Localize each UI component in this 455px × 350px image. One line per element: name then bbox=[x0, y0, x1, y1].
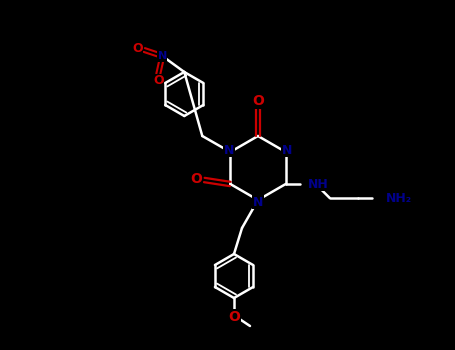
Text: NH₂: NH₂ bbox=[386, 191, 412, 204]
Text: N: N bbox=[282, 144, 292, 156]
Text: O: O bbox=[153, 75, 164, 88]
Text: O: O bbox=[190, 172, 202, 186]
Text: O: O bbox=[252, 94, 264, 108]
Text: NH: NH bbox=[308, 177, 329, 190]
Text: O: O bbox=[132, 42, 142, 56]
Text: N: N bbox=[158, 51, 167, 61]
Text: N: N bbox=[224, 144, 234, 156]
Text: N: N bbox=[253, 196, 263, 209]
Text: O: O bbox=[228, 310, 240, 324]
